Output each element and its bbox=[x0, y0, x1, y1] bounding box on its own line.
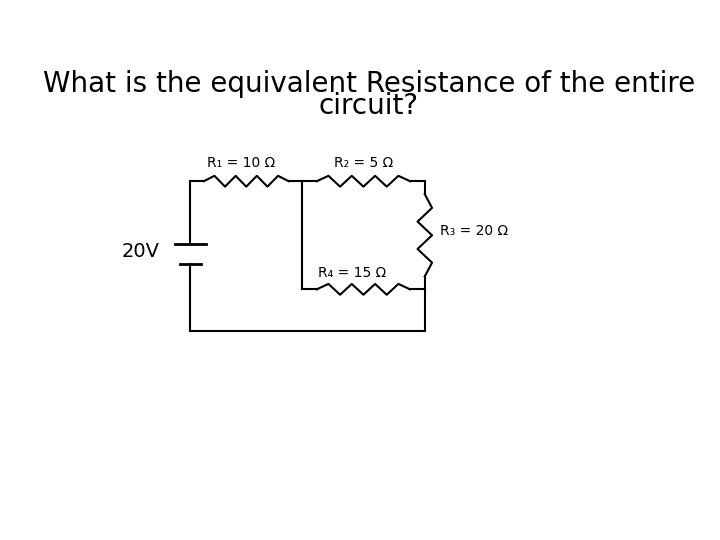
Text: R₄ = 15 Ω: R₄ = 15 Ω bbox=[318, 266, 387, 280]
Text: What is the equivalent Resistance of the entire: What is the equivalent Resistance of the… bbox=[43, 70, 695, 98]
Text: R₂ = 5 Ω: R₂ = 5 Ω bbox=[334, 156, 393, 170]
Text: R₃ = 20 Ω: R₃ = 20 Ω bbox=[441, 224, 508, 238]
Text: 20V: 20V bbox=[122, 242, 160, 261]
Text: R₁ = 10 Ω: R₁ = 10 Ω bbox=[207, 156, 275, 170]
Text: circuit?: circuit? bbox=[319, 92, 419, 120]
